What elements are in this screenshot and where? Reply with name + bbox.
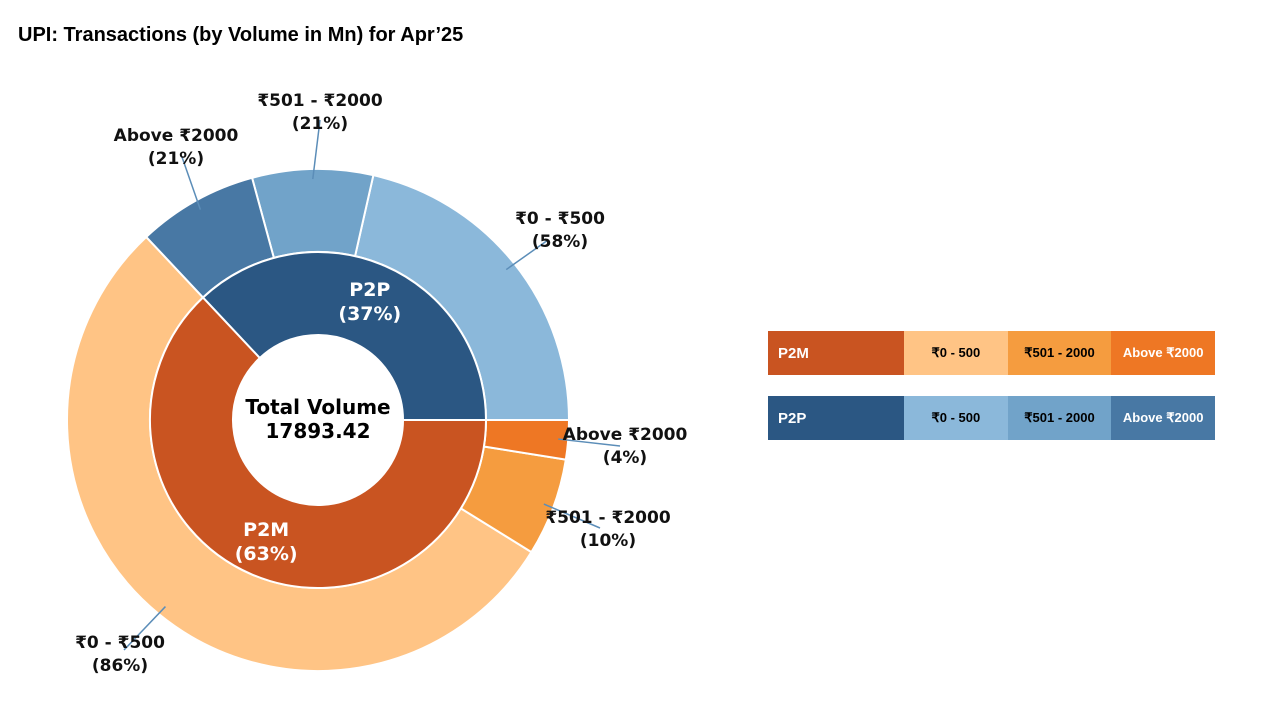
outer-label-p2p-above-2000: Above ₹2000 — [114, 126, 239, 146]
leader-line-p2m-above-2000 — [558, 438, 621, 447]
legend-cell-p2m-0-500: ₹0 - 500 — [904, 331, 1008, 375]
outer-label-p2p-501-2000: ₹501 - ₹2000 — [257, 91, 383, 111]
legend-cell-p2m-501-2000: ₹501 - 2000 — [1007, 331, 1112, 375]
inner-pct-p2m: (63%) — [235, 543, 298, 565]
outer-pct-p2m-above-2000: (4%) — [603, 448, 647, 468]
inner-label-p2m: P2M — [243, 519, 289, 541]
leader-line-p2m-0-500 — [123, 606, 166, 651]
legend-row-p2p: P2P ₹0 - 500 ₹501 - 2000 Above ₹2000 — [768, 396, 1216, 440]
leader-line-p2p-above-2000 — [181, 156, 202, 210]
page-title: UPI: Transactions (by Volume in Mn) for … — [18, 24, 464, 46]
legend-cell-p2p-above-2000: Above ₹2000 — [1111, 396, 1216, 440]
inner-slice-p2p — [201, 251, 488, 421]
legend-head-p2m: P2M — [768, 331, 904, 375]
outer-label-p2m-above-2000: Above ₹2000 — [563, 425, 688, 445]
outer-label-p2m-501-2000: ₹501 - ₹2000 — [545, 508, 671, 528]
outer-pct-p2p-above-2000: (21%) — [148, 149, 204, 169]
legend-head-p2p: P2P — [768, 396, 904, 440]
legend-cell-p2m-above-2000: Above ₹2000 — [1111, 331, 1216, 375]
inner-pct-p2p: (37%) — [338, 303, 401, 325]
leader-line-p2m-501-2000 — [543, 503, 601, 529]
inner-slice-p2m — [149, 296, 488, 589]
outer-pct-p2m-0-500: (86%) — [92, 656, 148, 676]
outer-pct-p2p-0-500: (58%) — [532, 232, 588, 252]
legend-row-p2m: P2M ₹0 - 500 ₹501 - 2000 Above ₹2000 — [768, 331, 1216, 375]
legend-cell-p2p-0-500: ₹0 - 500 — [904, 396, 1008, 440]
outer-label-p2m-0-500: ₹0 - ₹500 — [75, 633, 165, 653]
center-label-value: 17893.42 — [265, 419, 370, 443]
center-label-title: Total Volume — [245, 395, 390, 419]
inner-label-p2p: P2P — [349, 279, 390, 301]
leader-line-p2p-501-2000 — [312, 119, 321, 180]
legend-cell-p2p-501-2000: ₹501 - 2000 — [1007, 396, 1112, 440]
leader-line-p2p-0-500 — [505, 239, 549, 271]
outer-pct-p2m-501-2000: (10%) — [580, 531, 636, 551]
outer-label-p2p-0-500: ₹0 - ₹500 — [515, 209, 605, 229]
outer-pct-p2p-501-2000: (21%) — [292, 114, 348, 134]
